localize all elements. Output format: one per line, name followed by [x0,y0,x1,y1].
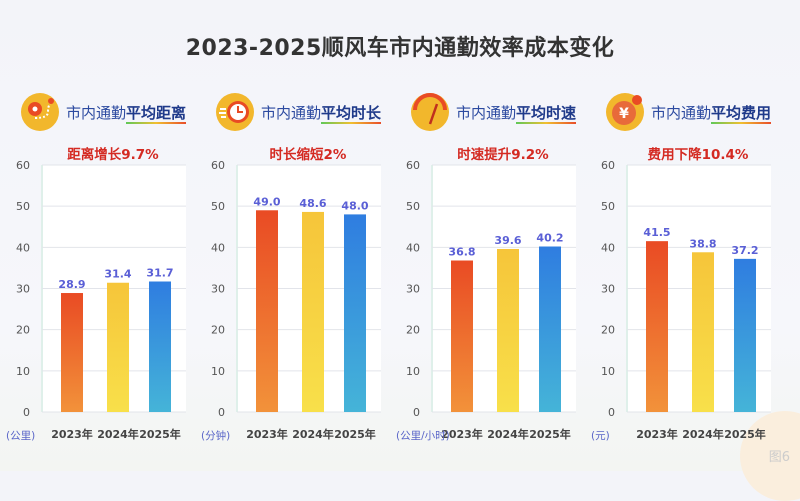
bar-value-label: 40.2 [536,232,563,245]
change-subtitle: 费用下降10.4% [647,147,749,163]
x-tick-label: 2023年 [246,427,288,441]
panel-title-prefix: 市内通勤 [651,104,712,122]
bar-value-label: 31.4 [104,268,131,281]
y-tick-label: 10 [16,365,30,378]
y-tick-label: 60 [211,159,225,172]
x-tick-label: 2025年 [529,427,571,441]
panel-title: 市内通勤平均时长 [261,102,382,124]
unit-label: (公里) [6,430,36,442]
panel-title-emphasis: 平均时长 [321,104,382,124]
panel-title-prefix: 市内通勤 [261,104,322,122]
bar-2023年 [256,210,278,412]
y-tick-label: 30 [16,283,30,296]
bar-2024年 [692,252,714,412]
y-tick-label: 40 [211,241,225,254]
bar-value-label: 48.6 [299,197,326,210]
panel-title-prefix: 市内通勤 [456,104,517,122]
x-tick-label: 2024年 [97,427,139,441]
x-tick-label: 2023年 [636,427,678,441]
bar-value-label: 36.8 [448,246,475,259]
bar-value-label: 41.5 [643,226,670,239]
chart-panel: 0 10 20 30 40 50 60 28.9 2023年 31.4 2024年 31.7 2025年… [6,88,203,458]
yuan-coin-icon: ¥ [606,93,644,131]
unit-label: (分钟) [201,430,231,442]
y-tick-label: 50 [16,200,30,213]
unit-label: (公里/小时) [396,430,450,442]
x-tick-label: 2023年 [441,427,483,441]
clock-icon [216,93,254,131]
change-subtitle: 距离增长9.7% [67,147,159,163]
y-tick-label: 10 [211,365,225,378]
bar-chart: 0 10 20 30 40 50 60 36.8 2023年 39.6 2024年 40.2 2025年 [406,159,576,441]
speedometer-icon [411,93,449,131]
change-subtitle: 时长缩短2% [269,147,347,163]
panel-title: 市内通勤平均距离 [66,102,187,124]
panel-title-emphasis: 平均时速 [516,104,577,124]
bar-value-label: 37.2 [731,244,758,257]
x-tick-label: 2023年 [51,427,93,441]
bar-2023年 [646,241,668,412]
x-tick-label: 2024年 [292,427,334,441]
x-tick-label: 2025年 [724,427,766,441]
bar-2025年 [539,246,561,412]
y-tick-label: 30 [601,283,615,296]
bar-2025年 [149,281,171,412]
panel-title-emphasis: 平均费用 [711,104,772,124]
y-tick-label: 0 [23,406,30,419]
x-tick-label: 2025年 [334,427,376,441]
y-tick-label: 20 [211,324,225,337]
bar-2024年 [497,248,519,412]
chart-panel: 0 10 20 30 40 50 60 36.8 2023年 39.6 2024年 40.2 2025年… [396,88,593,458]
y-tick-label: 10 [601,365,615,378]
x-tick-label: 2024年 [487,427,529,441]
bar-value-label: 48.0 [341,199,368,212]
page-title: 2023-2025顺风车市内通勤效率成本变化 [185,36,615,61]
bar-chart: 0 10 20 30 40 50 60 28.9 2023年 31.4 2024年 31.7 2025年 [16,159,186,441]
bar-value-label: 38.8 [689,237,716,250]
bar-value-label: 49.0 [253,195,280,208]
bar-value-label: 31.7 [146,267,173,280]
y-tick-label: 60 [601,159,615,172]
y-tick-label: 60 [16,159,30,172]
svg-text:¥: ¥ [619,106,629,122]
figure-watermark: 图6 [768,450,790,465]
bar-chart: 0 10 20 30 40 50 60 49.0 2023年 48.6 2024年 48.0 2025年 [211,159,381,441]
bar-2024年 [107,282,129,412]
unit-label: (元) [591,430,610,442]
y-tick-label: 0 [608,406,615,419]
bar-2024年 [302,211,324,412]
panel-title: 市内通勤平均时速 [456,102,577,124]
y-tick-label: 50 [406,200,420,213]
y-tick-label: 10 [406,365,420,378]
y-tick-label: 60 [406,159,420,172]
panel-title: 市内通勤平均费用 [651,102,772,124]
panel-title-emphasis: 平均距离 [126,104,187,124]
y-tick-label: 50 [211,200,225,213]
y-tick-label: 30 [211,283,225,296]
change-subtitle: 时速提升9.2% [457,147,549,163]
route-map-icon [21,93,59,131]
bar-2025年 [734,258,756,412]
bar-value-label: 39.6 [494,234,521,247]
x-tick-label: 2025年 [139,427,181,441]
y-tick-label: 40 [16,241,30,254]
bar-2025年 [344,214,366,412]
y-tick-label: 20 [406,324,420,337]
y-tick-label: 40 [406,241,420,254]
y-tick-label: 20 [601,324,615,337]
bar-value-label: 28.9 [58,278,85,291]
y-tick-label: 20 [16,324,30,337]
bar-2023年 [61,293,83,412]
x-tick-label: 2024年 [682,427,724,441]
y-tick-label: 50 [601,200,615,213]
y-tick-label: 0 [413,406,420,419]
y-tick-label: 0 [218,406,225,419]
y-tick-label: 40 [601,241,615,254]
chart-panel: 0 10 20 30 40 50 60 49.0 2023年 48.6 2024年 48.0 2025年… [201,88,398,458]
panel-title-prefix: 市内通勤 [66,104,127,122]
chart-panel: 0 10 20 30 40 50 60 41.5 2023年 38.8 2024年 37.2 2025年… [591,88,788,458]
bar-2023年 [451,260,473,412]
y-tick-label: 30 [406,283,420,296]
bar-chart: 0 10 20 30 40 50 60 41.5 2023年 38.8 2024年 37.2 2025年 [601,159,771,441]
